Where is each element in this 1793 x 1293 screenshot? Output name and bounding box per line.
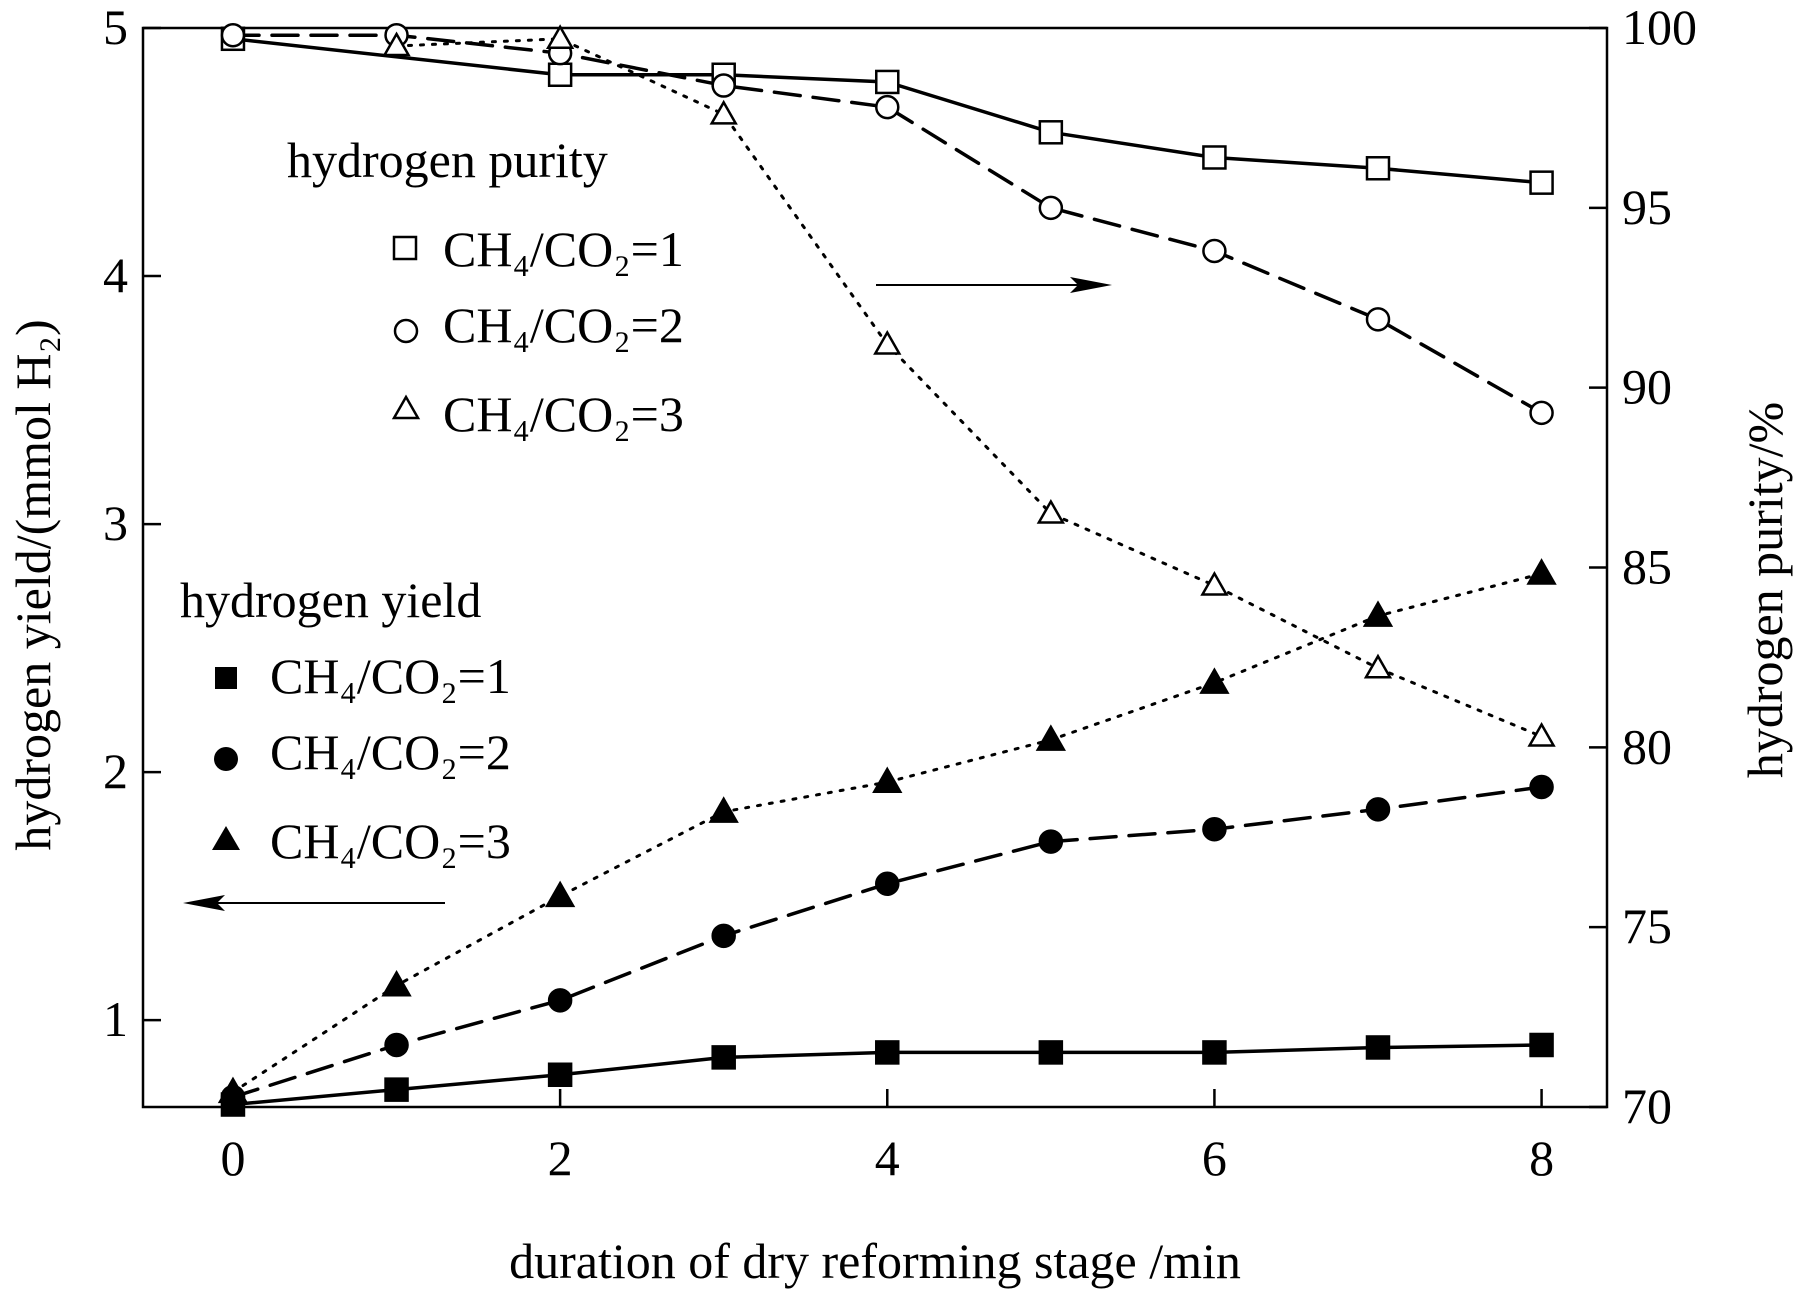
legend-purity-entry-2-label: CH₄/CO₂=2 xyxy=(443,297,684,353)
legend-purity-entry-3: CH₄/CO₂=3 xyxy=(391,386,684,442)
x-tick-label: 4 xyxy=(875,1130,900,1186)
legend-yield-triangle-marker xyxy=(212,826,240,850)
legend-yield-heading: hydrogen yield xyxy=(180,572,481,628)
data-point-1 xyxy=(711,73,736,98)
data-point-3 xyxy=(1202,1040,1227,1065)
data-point-4 xyxy=(1529,774,1554,800)
data-point-0 xyxy=(547,62,573,88)
data-point-3 xyxy=(711,1045,736,1070)
data-point-3 xyxy=(875,1040,900,1065)
legend-purity-heading: hydrogen purity xyxy=(287,132,608,188)
plot-frame xyxy=(141,26,1609,1109)
data-point-4 xyxy=(711,923,736,949)
data-point-1 xyxy=(875,94,900,120)
data-point-0 xyxy=(1202,145,1227,170)
legend-yield-entry-1: CH₄/CO₂=1 xyxy=(215,648,511,704)
data-point-5 xyxy=(381,969,412,997)
ticks-layer: 0 2 4 6 8 1 2 3 4 5 70 75 80 85 90 95 100 xyxy=(103,0,1697,1186)
data-point-1 xyxy=(1202,238,1227,264)
data-point-2 xyxy=(1363,653,1393,679)
left-y-tick-label: 3 xyxy=(103,495,128,551)
data-point-5 xyxy=(872,766,903,794)
series-line-0 xyxy=(231,37,1544,185)
series-line-2 xyxy=(395,37,1544,738)
data-point-3 xyxy=(547,1062,573,1088)
data-point-2 xyxy=(873,329,902,355)
data-point-0 xyxy=(1038,120,1064,145)
legend-yield-square-marker xyxy=(215,667,237,689)
data-point-4 xyxy=(875,871,900,897)
legend-yield-entry-3-label: CH₄/CO₂=3 xyxy=(270,813,511,869)
left-y-tick-label: 1 xyxy=(103,991,128,1047)
data-point-2 xyxy=(545,24,575,50)
data-point-4 xyxy=(547,988,573,1013)
data-point-1 xyxy=(1038,195,1064,221)
legend-yield-entry-2: CH₄/CO₂=2 xyxy=(214,724,511,780)
data-point-4 xyxy=(1365,797,1391,822)
data-point-4 xyxy=(1202,816,1227,842)
data-point-2 xyxy=(1527,722,1556,747)
legend-yield-entry-1-label: CH₄/CO₂=1 xyxy=(270,648,511,704)
legend-purity-triangle-marker xyxy=(391,394,421,420)
legend-purity-entry-2: CH₄/CO₂=2 xyxy=(393,297,684,353)
data-point-3 xyxy=(1365,1035,1391,1060)
legend-purity-entry-1: CH₄/CO₂=1 xyxy=(392,221,684,277)
left-y-tick-label: 4 xyxy=(103,247,128,303)
right-y-tick-label: 95 xyxy=(1622,179,1672,235)
data-point-0 xyxy=(1529,170,1554,195)
data-point-5 xyxy=(1035,724,1066,751)
data-point-4 xyxy=(1038,829,1064,854)
x-axis-label: duration of dry reforming stage /min xyxy=(509,1233,1241,1289)
legend-yield-entry-3: CH₄/CO₂=3 xyxy=(212,813,511,869)
data-point-3 xyxy=(384,1077,409,1102)
data-point-4 xyxy=(384,1032,409,1058)
series-line-1 xyxy=(231,33,1544,415)
right-y-axis-label: hydrogen purity/% xyxy=(1737,402,1793,778)
data-point-5 xyxy=(708,796,739,823)
left-y-tick-label: 2 xyxy=(103,743,128,799)
left-y-axis-label: hydrogen yield/(mmol H₂) xyxy=(5,319,61,850)
data-point-5 xyxy=(1199,667,1230,694)
legend-purity-entry-3-label: CH₄/CO₂=3 xyxy=(443,386,684,442)
right-y-tick-label: 75 xyxy=(1622,898,1672,954)
legend-yield-entry-2-label: CH₄/CO₂=2 xyxy=(270,724,511,780)
data-point-2 xyxy=(1200,570,1229,596)
data-point-3 xyxy=(1038,1040,1064,1065)
left-y-tick-label: 5 xyxy=(103,0,128,55)
data-point-0 xyxy=(1365,156,1391,181)
x-tick-label: 2 xyxy=(548,1130,573,1186)
data-point-1 xyxy=(1365,307,1391,332)
legend-purity-entry-1-label: CH₄/CO₂=1 xyxy=(443,221,684,277)
data-point-2 xyxy=(382,31,411,57)
data-point-2 xyxy=(709,99,738,125)
data-point-5 xyxy=(1526,558,1557,585)
right-y-tick-label: 80 xyxy=(1622,718,1672,774)
yield-axis-arrow xyxy=(183,895,445,911)
data-point-1 xyxy=(220,22,246,48)
data-point-2 xyxy=(1036,499,1065,524)
x-tick-label: 6 xyxy=(1202,1130,1227,1186)
markers-layer xyxy=(217,22,1557,1117)
purity-axis-arrow xyxy=(876,277,1112,293)
x-tick-label: 0 xyxy=(220,1130,245,1186)
data-point-5 xyxy=(544,880,576,908)
curves-layer xyxy=(231,33,1544,1107)
data-point-5 xyxy=(1362,600,1394,627)
data-point-1 xyxy=(1529,400,1554,426)
data-point-0 xyxy=(875,69,900,95)
right-y-tick-label: 100 xyxy=(1622,0,1697,55)
data-point-3 xyxy=(1529,1032,1554,1058)
legend-yield-circle-marker xyxy=(214,747,238,771)
x-tick-label: 8 xyxy=(1529,1130,1554,1186)
right-y-tick-label: 85 xyxy=(1622,539,1672,595)
right-y-tick-label: 70 xyxy=(1622,1078,1672,1134)
right-y-tick-label: 90 xyxy=(1622,359,1672,415)
legend-purity-circle-marker xyxy=(393,318,419,344)
legend-purity-square-marker xyxy=(392,235,418,261)
